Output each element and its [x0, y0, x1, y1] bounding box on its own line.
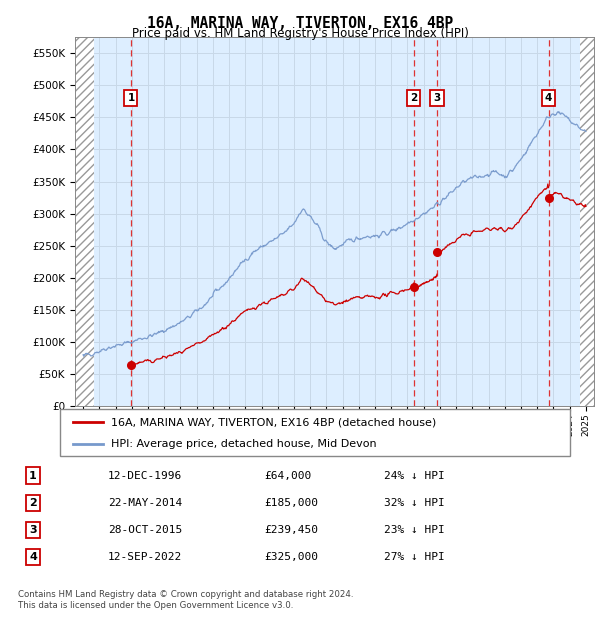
FancyBboxPatch shape: [60, 409, 570, 456]
Text: This data is licensed under the Open Government Licence v3.0.: This data is licensed under the Open Gov…: [18, 601, 293, 611]
Text: 1: 1: [29, 471, 37, 480]
Text: £64,000: £64,000: [264, 471, 311, 480]
Text: 3: 3: [29, 525, 37, 535]
Text: 3: 3: [433, 93, 440, 103]
Bar: [75, 37, 94, 406]
Text: 27% ↓ HPI: 27% ↓ HPI: [384, 552, 445, 562]
Text: 16A, MARINA WAY, TIVERTON, EX16 4BP (detached house): 16A, MARINA WAY, TIVERTON, EX16 4BP (det…: [111, 417, 436, 427]
Text: 32% ↓ HPI: 32% ↓ HPI: [384, 498, 445, 508]
Text: 23% ↓ HPI: 23% ↓ HPI: [384, 525, 445, 535]
Text: £325,000: £325,000: [264, 552, 318, 562]
Text: 12-SEP-2022: 12-SEP-2022: [108, 552, 182, 562]
Text: 1: 1: [127, 93, 134, 103]
Text: 24% ↓ HPI: 24% ↓ HPI: [384, 471, 445, 480]
Text: Price paid vs. HM Land Registry's House Price Index (HPI): Price paid vs. HM Land Registry's House …: [131, 27, 469, 40]
Text: 2: 2: [29, 498, 37, 508]
Bar: [580, 37, 594, 406]
Text: Contains HM Land Registry data © Crown copyright and database right 2024.: Contains HM Land Registry data © Crown c…: [18, 590, 353, 600]
Text: 16A, MARINA WAY, TIVERTON, EX16 4BP: 16A, MARINA WAY, TIVERTON, EX16 4BP: [147, 16, 453, 31]
Text: 12-DEC-1996: 12-DEC-1996: [108, 471, 182, 480]
Text: HPI: Average price, detached house, Mid Devon: HPI: Average price, detached house, Mid …: [111, 439, 377, 449]
Text: 22-MAY-2014: 22-MAY-2014: [108, 498, 182, 508]
Text: 4: 4: [29, 552, 37, 562]
Text: 4: 4: [545, 93, 552, 103]
Text: 2: 2: [410, 93, 417, 103]
Text: 28-OCT-2015: 28-OCT-2015: [108, 525, 182, 535]
Text: £239,450: £239,450: [264, 525, 318, 535]
Text: £185,000: £185,000: [264, 498, 318, 508]
